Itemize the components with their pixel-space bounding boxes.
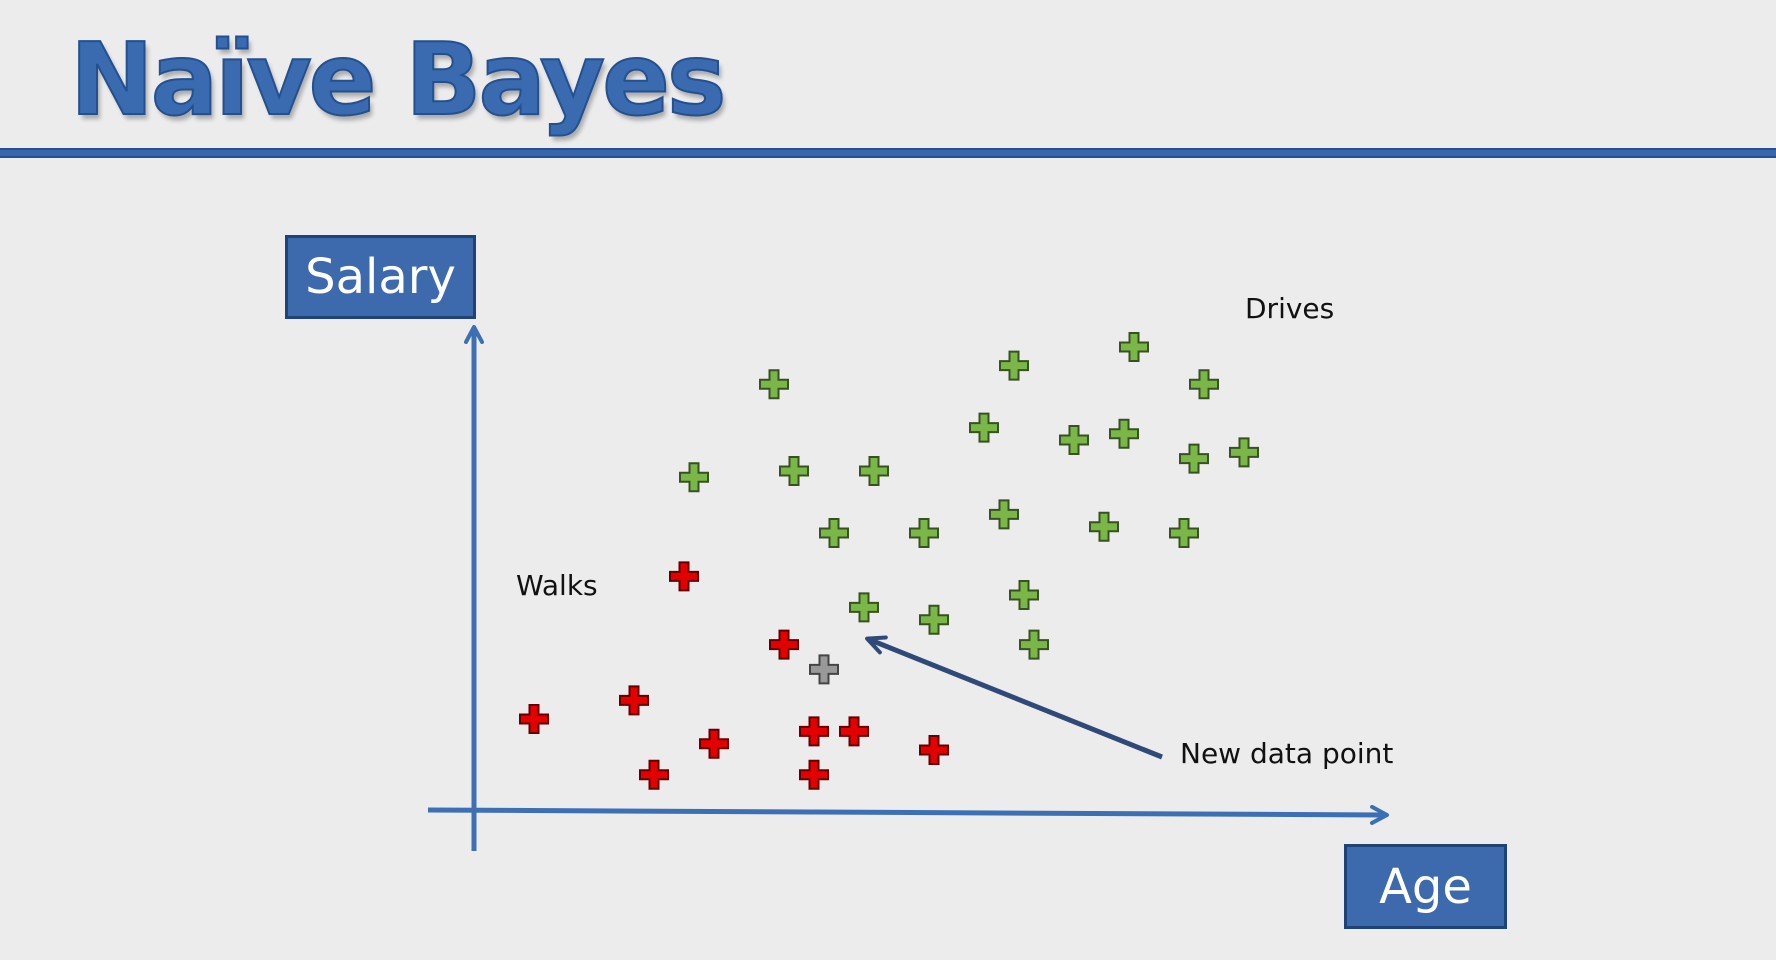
walks-point-2 <box>639 759 669 790</box>
x-axis <box>427 804 1389 825</box>
walks-point-9 <box>919 735 949 765</box>
drives-point-20 <box>1229 437 1259 468</box>
slide-title: Naïve Bayes <box>69 21 727 138</box>
walks-point-0 <box>519 704 549 734</box>
walks-point-5 <box>769 629 799 660</box>
annotation-walks: Walks <box>516 569 598 602</box>
drives-point-16 <box>1089 511 1119 542</box>
drives-point-8 <box>969 412 999 443</box>
drives-point-5 <box>849 592 879 623</box>
drives-point-15 <box>1109 418 1139 449</box>
drives-point-17 <box>1169 518 1199 548</box>
walks-point-7 <box>799 759 829 790</box>
walks-point-6 <box>799 716 829 747</box>
series-2-point-0 <box>809 654 839 685</box>
drives-point-14 <box>1119 332 1149 362</box>
drives-point-19 <box>1179 443 1209 474</box>
drives-point-2 <box>779 456 809 486</box>
walks-point-4 <box>699 728 729 759</box>
drives-point-3 <box>859 456 889 486</box>
walks-point-3 <box>669 561 699 592</box>
drives-point-1 <box>759 369 789 400</box>
drives-point-18 <box>1189 369 1219 400</box>
drives-point-4 <box>819 518 849 548</box>
annotation-drives: Drives <box>1245 292 1334 325</box>
y-axis-label: Salary <box>285 235 476 319</box>
new-point-arrow <box>865 635 1163 760</box>
drives-point-10 <box>1009 580 1039 610</box>
drives-point-6 <box>909 518 939 548</box>
drives-point-9 <box>989 499 1019 530</box>
points-layer <box>519 332 1259 790</box>
walks-point-1 <box>619 685 649 716</box>
walks-point-8 <box>839 716 869 747</box>
drives-point-11 <box>1019 629 1049 660</box>
drives-point-7 <box>919 604 949 635</box>
drives-point-12 <box>999 350 1029 381</box>
annotation-new-data-point: New data point <box>1180 737 1393 770</box>
drives-point-13 <box>1059 425 1089 455</box>
x-axis-label: Age <box>1344 844 1507 929</box>
drives-point-0 <box>679 462 709 493</box>
title-divider <box>0 148 1776 158</box>
